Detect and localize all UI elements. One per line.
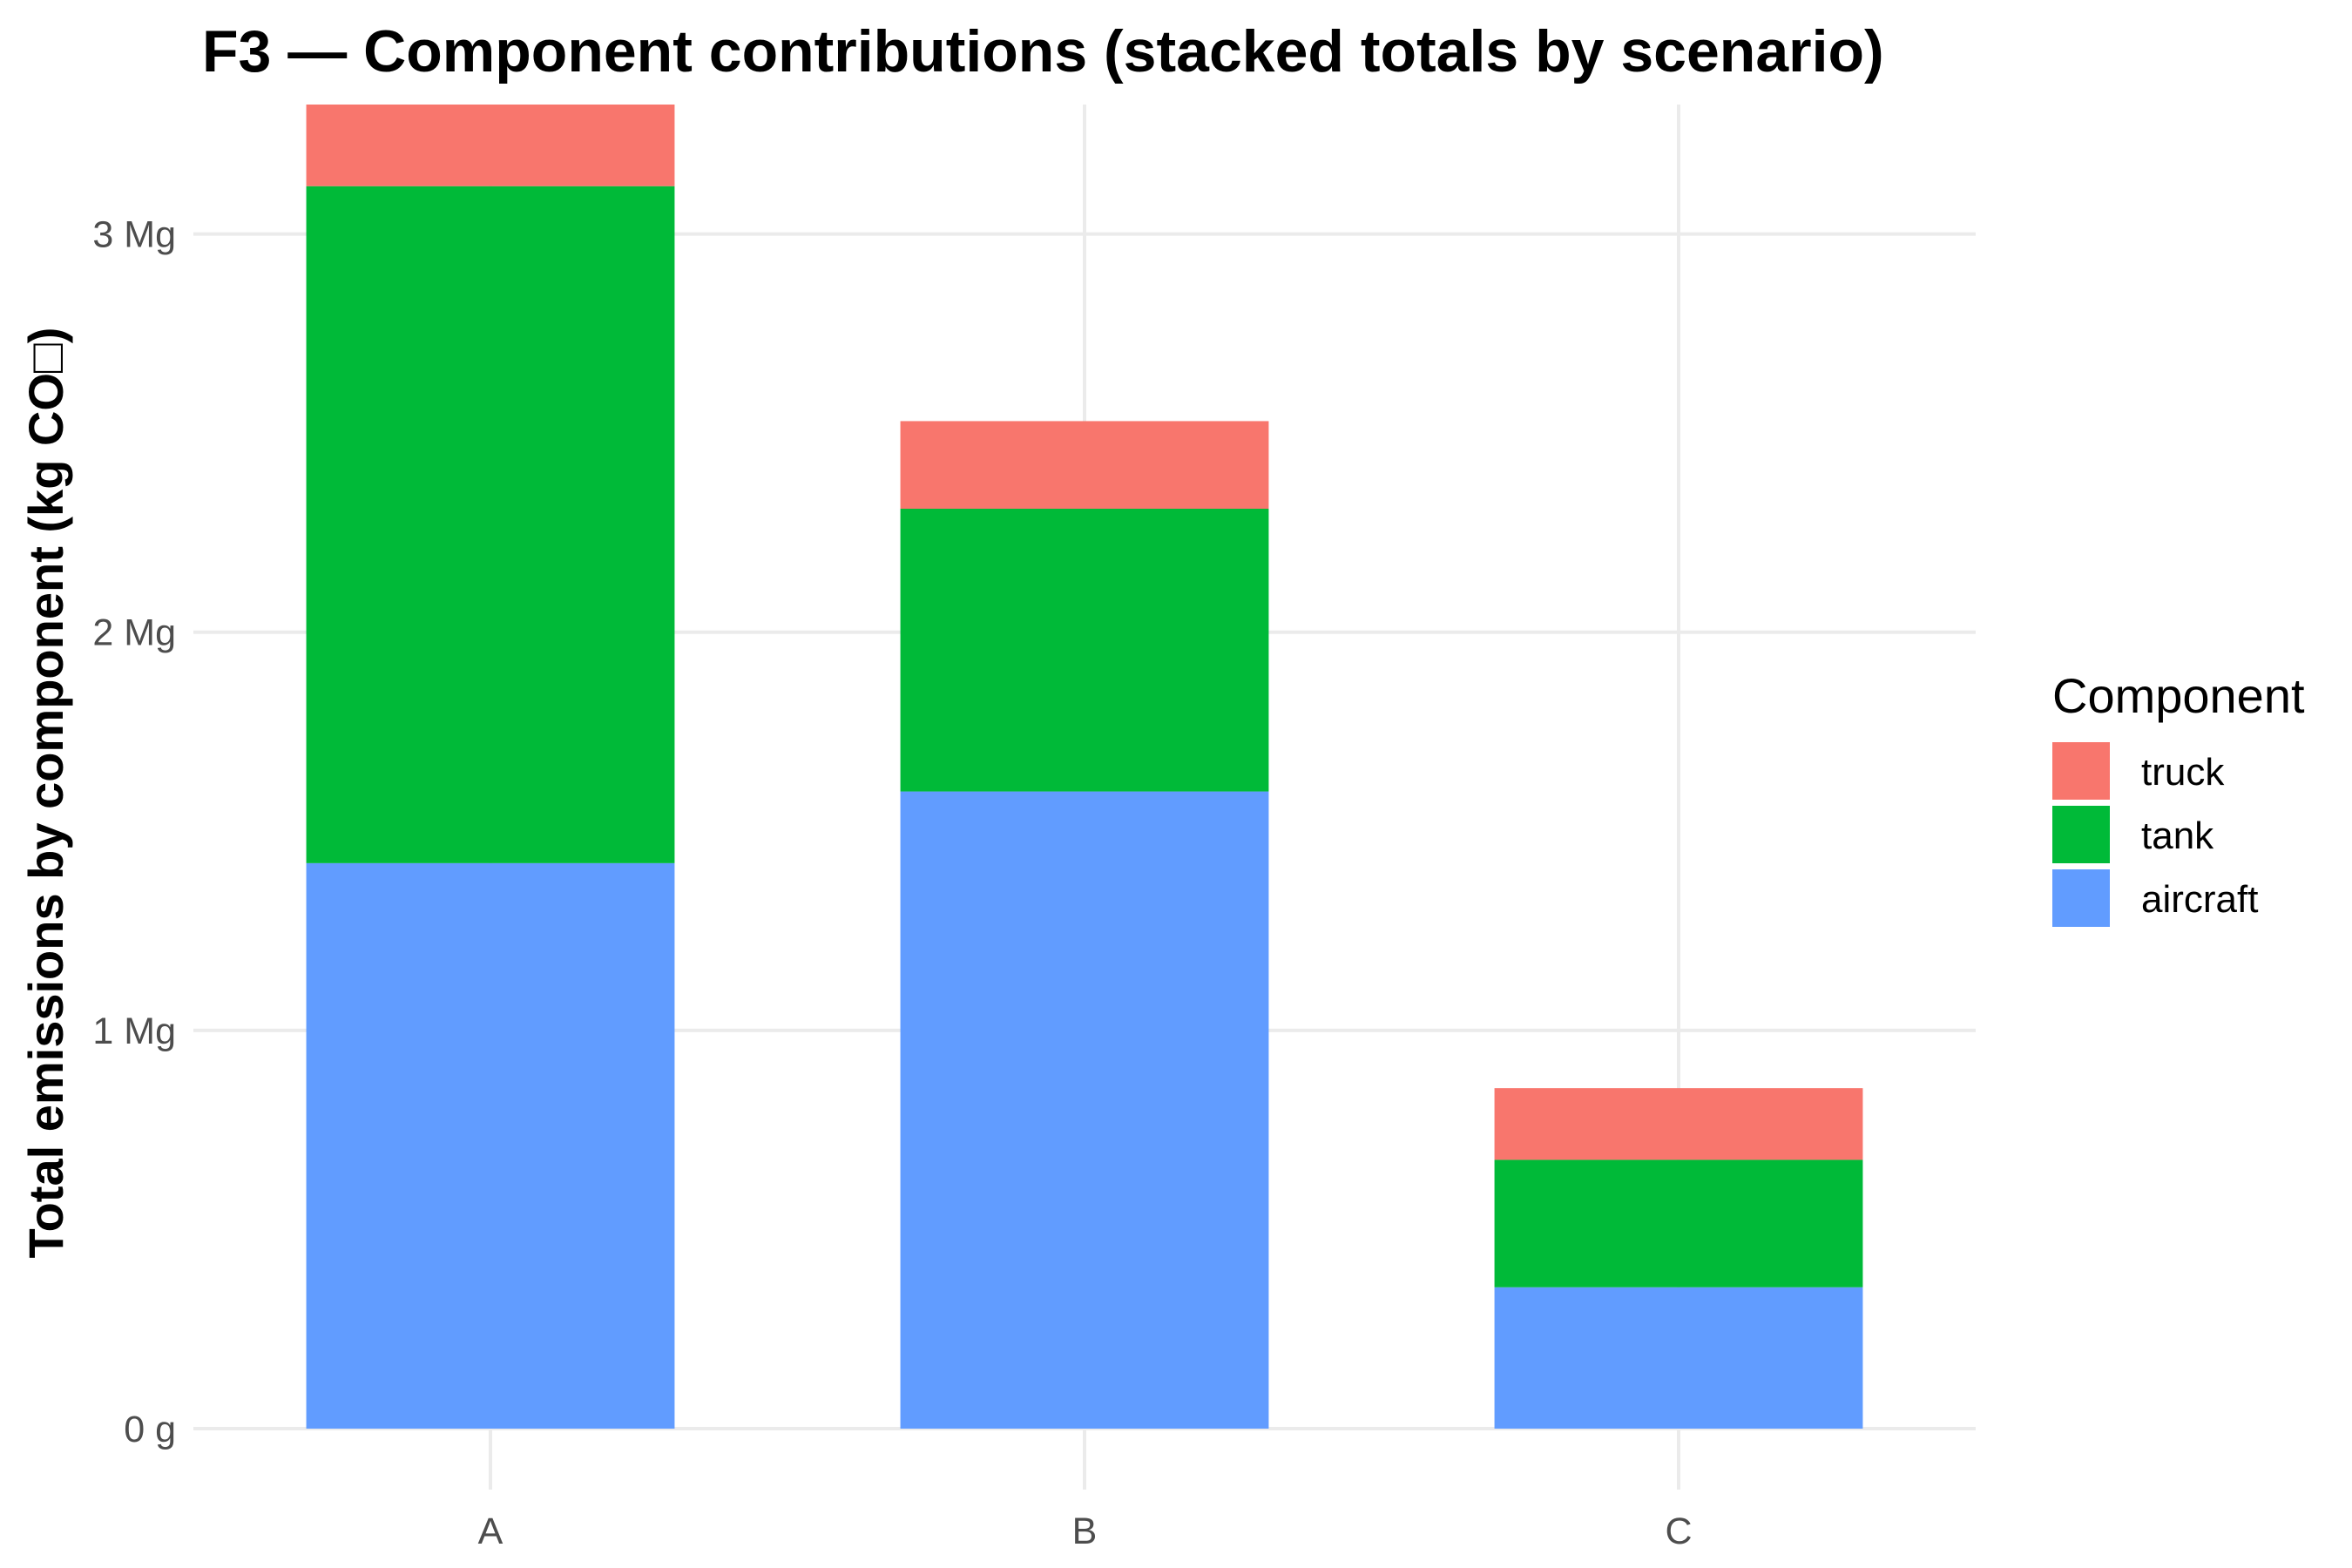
x-tick-labels: A B C	[478, 1511, 1693, 1552]
bar-truck-B	[900, 421, 1269, 509]
bar-aircraft-B	[900, 791, 1269, 1429]
bar-aircraft-C	[1494, 1287, 1863, 1429]
bars	[306, 105, 1863, 1429]
bar-tank-C	[1494, 1159, 1863, 1288]
bar-truck-C	[1494, 1088, 1863, 1160]
legend-label-aircraft: aircraft	[2141, 878, 2258, 921]
bar-aircraft-A	[306, 862, 675, 1429]
x-tick-label: B	[1072, 1511, 1098, 1552]
legend-key-truck	[2052, 742, 2110, 800]
x-tick-label: C	[1665, 1511, 1692, 1552]
y-tick-label: 1 Mg	[92, 1010, 176, 1052]
legend: Component truck tank aircraft	[2052, 668, 2305, 927]
legend-title: Component	[2052, 668, 2305, 723]
y-tick-label: 3 Mg	[92, 214, 176, 256]
y-tick-label: 0 g	[124, 1409, 176, 1450]
bar-truck-A	[306, 105, 675, 186]
y-tick-label: 2 Mg	[92, 612, 176, 654]
legend-label-truck: truck	[2141, 751, 2225, 794]
legend-label-tank: tank	[2141, 814, 2214, 857]
legend-key-tank	[2052, 806, 2110, 863]
y-tick-labels: 0 g 1 Mg 2 Mg 3 Mg	[92, 214, 176, 1450]
y-axis-label: Total emissions by component (kg CO□)	[18, 328, 73, 1259]
legend-key-aircraft	[2052, 869, 2110, 927]
x-tick-label: A	[478, 1511, 504, 1552]
chart-title: F3 — Component contributions (stacked to…	[202, 18, 1884, 84]
bar-tank-B	[900, 509, 1269, 792]
bar-tank-A	[306, 186, 675, 863]
